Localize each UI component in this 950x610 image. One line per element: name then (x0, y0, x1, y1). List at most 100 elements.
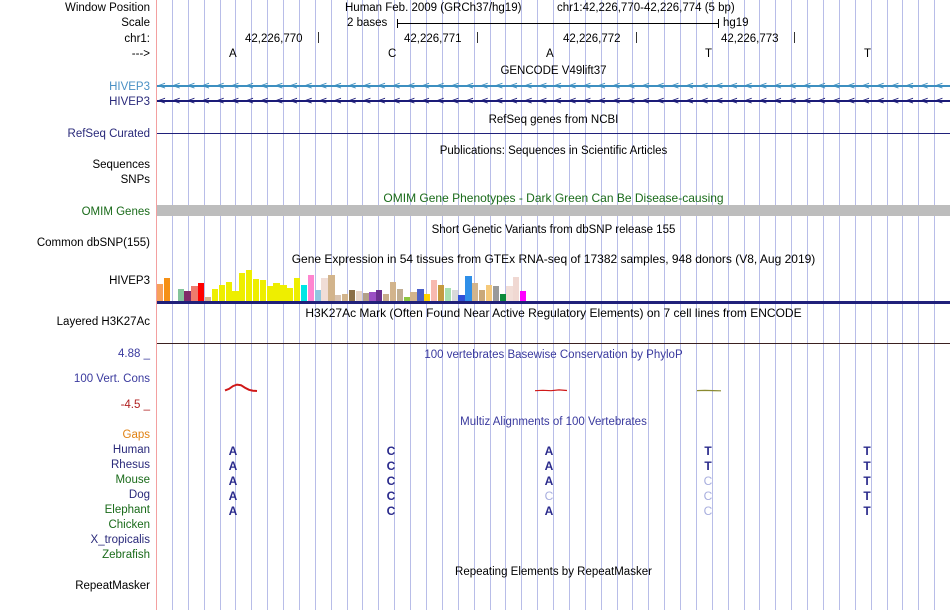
gtex-tissue-bar[interactable] (300, 285, 308, 303)
label-species-x-tropicalis[interactable]: X_tropicalis (90, 534, 150, 546)
gtex-tissue-bar[interactable] (157, 284, 164, 303)
multiz-base: C (386, 504, 396, 518)
gencode-row-1[interactable]: <<<<<<<<<<<<<<<<<<<<<<<<<<<<<<<<<<<<<<<<… (157, 80, 950, 91)
gtex-tissue-bar[interactable] (218, 285, 225, 303)
gtex-tissue-bar[interactable] (355, 290, 362, 303)
label-repeatmasker[interactable]: RepeatMasker (75, 580, 150, 592)
gtex-tissue-bar[interactable] (225, 282, 232, 303)
label-species-mouse[interactable]: Mouse (115, 474, 150, 486)
gtex-tissue-bar[interactable] (287, 288, 294, 303)
gene-strand-arrows-1: <<<<<<<<<<<<<<<<<<<<<<<<<<<<<<<<<<<<<<<<… (157, 80, 950, 91)
gtex-tissue-bar[interactable] (321, 277, 328, 303)
gtex-tissue-bar[interactable] (328, 274, 335, 303)
gtex-tissue-bar[interactable] (239, 272, 246, 303)
label-common-dbsnp[interactable]: Common dbSNP(155) (36, 237, 150, 249)
label-gtex-hivep3[interactable]: HIVEP3 (109, 275, 150, 287)
gtex-tissue-bar[interactable] (458, 295, 465, 303)
label-100-vert-cons[interactable]: 100 Vert. Cons (73, 373, 150, 385)
gtex-tissue-bar[interactable] (280, 285, 287, 303)
gtex-tissue-bar[interactable] (335, 295, 342, 303)
gtex-tissue-bar[interactable] (513, 277, 520, 303)
label-window-position: Window Position (64, 2, 150, 14)
gtex-tissue-bar[interactable] (465, 276, 472, 303)
gtex-tissue-bar[interactable] (410, 292, 417, 303)
gtex-tissue-bar[interactable] (204, 297, 212, 303)
gtex-tissue-bar[interactable] (403, 297, 410, 303)
label-gencode-hivep3-2[interactable]: HIVEP3 (109, 96, 150, 108)
gtex-tissue-bar[interactable] (163, 277, 171, 303)
gtex-tissue-bar[interactable] (369, 291, 376, 303)
multiz-base: C (703, 504, 713, 518)
label-layered-h3k27ac[interactable]: Layered H3K27Ac (56, 316, 150, 328)
gtex-tissue-bar[interactable] (520, 290, 527, 303)
conservation-plot[interactable] (157, 358, 950, 413)
scale-bar (397, 23, 718, 24)
gtex-tissue-bar[interactable] (314, 290, 321, 303)
conservation-track-title: 100 vertebrates Basewise Conservation by… (424, 349, 683, 361)
gtex-tissue-bar[interactable] (252, 278, 260, 303)
gtex-tissue-bar[interactable] (383, 294, 390, 303)
scale-tick-left (397, 19, 398, 28)
gtex-tissue-bar[interactable] (389, 282, 397, 303)
gtex-tissue-bar[interactable] (499, 293, 506, 303)
gtex-tissue-bar[interactable] (184, 291, 191, 303)
gtex-tissue-bar[interactable] (451, 290, 458, 303)
gtex-tissue-bar[interactable] (506, 286, 513, 303)
gencode-row-2[interactable]: <<<<<<<<<<<<<<<<<<<<<<<<<<<<<<<<<<<<<<<<… (157, 95, 950, 106)
multiz-base: T (863, 504, 871, 518)
cons-min-value: -4.5 _ (120, 399, 150, 411)
label-species-rhesus[interactable]: Rhesus (111, 459, 150, 471)
ruler-base-2: C (388, 48, 397, 60)
gtex-tissue-bar[interactable] (307, 274, 314, 303)
gtex-tissue-bar[interactable] (396, 289, 404, 303)
gtex-tissue-bar[interactable] (376, 290, 383, 303)
gtex-tissue-bar[interactable] (232, 290, 239, 303)
omim-gene-bar[interactable] (157, 205, 950, 216)
gtex-tissue-bar[interactable] (259, 280, 267, 303)
gtex-tissue-bar[interactable] (492, 286, 499, 303)
gtex-tissue-bar[interactable] (362, 292, 369, 303)
gtex-tissue-bar[interactable] (198, 283, 205, 303)
label-gaps[interactable]: Gaps (122, 429, 151, 441)
gtex-bar-chart[interactable] (157, 265, 950, 303)
gtex-tissue-bar[interactable] (348, 290, 356, 303)
gtex-tissue-bar[interactable] (472, 282, 479, 303)
gtex-tissue-bar[interactable] (437, 285, 445, 303)
gtex-tissue-bar[interactable] (485, 285, 493, 303)
gtex-tissue-bar[interactable] (424, 294, 431, 303)
label-publications-snps[interactable]: SNPs (120, 174, 150, 186)
label-gencode-hivep3-1[interactable]: HIVEP3 (109, 81, 150, 93)
gtex-tissue-bar[interactable] (191, 286, 198, 303)
multiz-base: C (386, 444, 396, 458)
gtex-tissue-bar[interactable] (444, 287, 451, 303)
gtex-tissue-bar[interactable] (273, 283, 280, 303)
gtex-tissue-bar[interactable] (341, 293, 349, 303)
ruler-tick-1 (318, 32, 319, 43)
gtex-tissue-bar[interactable] (431, 280, 438, 303)
multiz-base: C (703, 474, 713, 488)
assembly-name: Human Feb. 2009 (GRCh37/hg19) (345, 2, 522, 14)
gtex-tissue-bar[interactable] (246, 269, 253, 303)
label-species-dog[interactable]: Dog (128, 489, 150, 501)
label-species-elephant[interactable]: Elephant (104, 504, 150, 516)
label-omim-genes[interactable]: OMIM Genes (81, 206, 150, 218)
gtex-tissue-bar[interactable] (294, 277, 301, 303)
label-species-zebrafish[interactable]: Zebrafish (102, 549, 150, 561)
gtex-tissue-bar[interactable] (211, 289, 219, 303)
gtex-tissue-bar[interactable] (417, 288, 424, 303)
ruler-position-4: 42,226,773 (721, 33, 779, 45)
label-refseq-curated[interactable]: RefSeq Curated (67, 128, 150, 140)
gtex-tissue-bar[interactable] (177, 289, 184, 303)
multiz-base: A (544, 444, 554, 458)
track-data-column[interactable]: Human Feb. 2009 (GRCh37/hg19) chr1:42,22… (157, 0, 950, 610)
multiz-base: A (544, 504, 554, 518)
label-chrom: chr1: (124, 33, 150, 45)
multiz-base: T (863, 474, 871, 488)
label-publications-sequences[interactable]: Sequences (92, 159, 150, 171)
multiz-base: T (704, 459, 712, 473)
label-species-chicken[interactable]: Chicken (108, 519, 150, 531)
gtex-tissue-bar[interactable] (478, 290, 486, 303)
gtex-tissue-bar[interactable] (266, 286, 273, 303)
label-species-human[interactable]: Human (112, 444, 150, 456)
